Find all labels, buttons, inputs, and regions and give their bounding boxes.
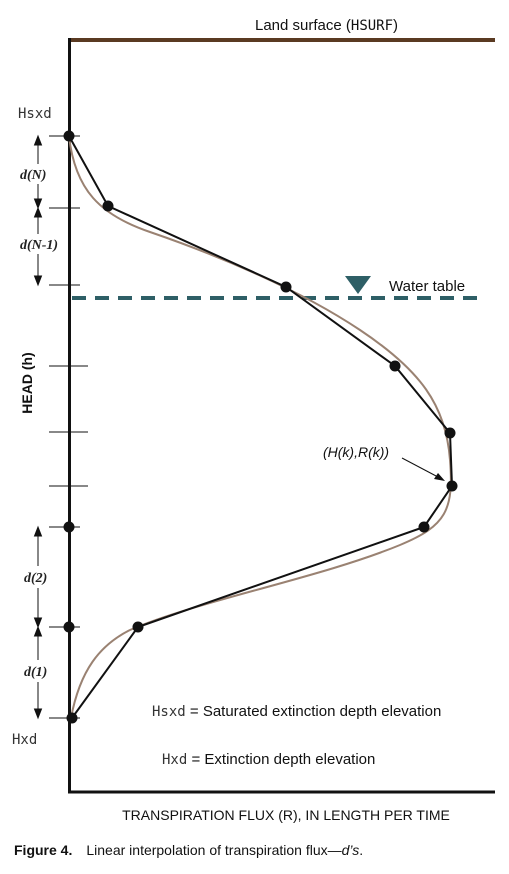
point-label: (H(k),R(k))	[323, 444, 389, 460]
point	[132, 621, 144, 633]
land-surface-label: Land surface (HSURF)	[255, 17, 398, 34]
point-hxd	[66, 712, 78, 724]
dimension-arrows	[33, 134, 43, 720]
figure-caption: Figure 4. Linear interpolation of transpi…	[14, 842, 504, 858]
point-hsxd	[63, 130, 75, 142]
hxd-label: Hxd	[12, 732, 37, 748]
y-axis-label: HEAD (h)	[19, 352, 35, 413]
interpolation-points	[63, 130, 458, 724]
point-hk-rk	[446, 480, 458, 492]
point	[280, 281, 292, 293]
segment-label-d1: d(1)	[24, 665, 47, 680]
segment-label-dn: d(N)	[20, 168, 46, 183]
x-axis-label: TRANSPIRATION FLUX (R), IN LENGTH PER TI…	[122, 807, 450, 823]
axis-ticks	[49, 135, 88, 719]
water-table-triangle-icon	[345, 276, 371, 294]
caption-label: Figure 4.	[14, 842, 73, 858]
smooth-curve	[68, 135, 452, 719]
legend-hxd: Hxd = Extinction depth elevation	[162, 751, 375, 768]
hsxd-label: Hsxd	[18, 106, 52, 122]
point-axis-d2	[63, 521, 75, 533]
segment-label-dn-1: d(N-1)	[20, 238, 58, 253]
segment-labels: d(N) d(N-1) d(2) d(1)	[20, 168, 58, 680]
caption-text: Linear interpolation of transpiration fl…	[86, 842, 342, 858]
legend-hsxd: Hsxd = Saturated extinction depth elevat…	[152, 703, 441, 720]
point	[418, 521, 430, 533]
point	[444, 427, 456, 439]
point-label-leader	[401, 457, 439, 478]
caption-italic: d’s	[341, 842, 360, 858]
legend: Hsxd = Saturated extinction depth elevat…	[152, 703, 441, 768]
point	[102, 200, 114, 212]
segment-label-d2: d(2)	[24, 571, 47, 586]
caption-end: .	[359, 842, 364, 858]
point-label-arrow-icon	[434, 473, 445, 481]
water-table-label: Water table	[389, 278, 465, 295]
point	[389, 360, 401, 372]
point-axis-d1	[63, 621, 75, 633]
